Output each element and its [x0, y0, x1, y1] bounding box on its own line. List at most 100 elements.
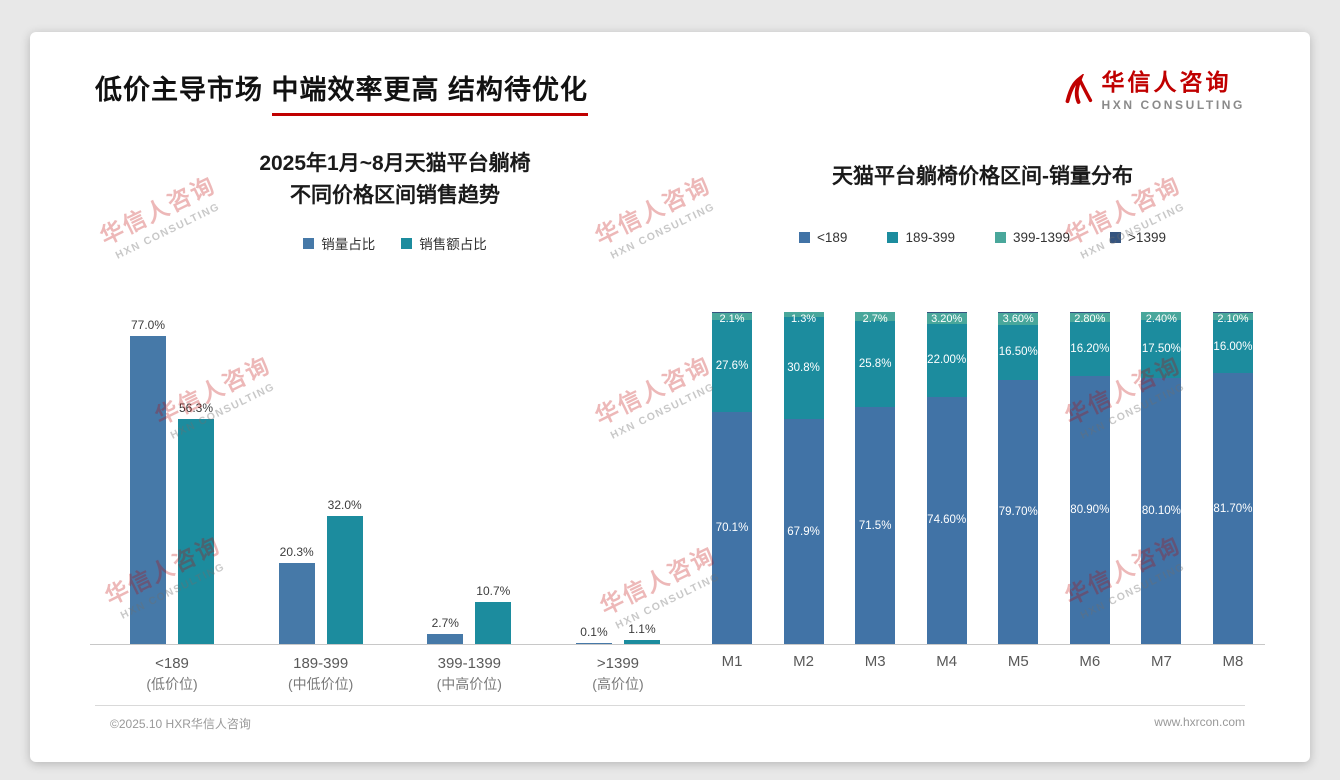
legend-swatch-icon: [994, 232, 1006, 244]
legend-item: <189: [799, 230, 847, 245]
x-axis-category: M5: [1007, 653, 1029, 671]
bar-segment: 79.70%: [998, 379, 1039, 645]
bar-segment: [926, 313, 967, 324]
bar-with-label: 2.7%: [427, 616, 464, 645]
bar-value-label: 10.7%: [476, 583, 511, 598]
title-part1: 低价主导市场: [95, 75, 272, 105]
segment-value-label: 30.8%: [787, 361, 820, 374]
bar: [475, 601, 512, 645]
logo-mark-icon: [1066, 74, 1093, 105]
segment-value-label: 16.20%: [1070, 342, 1110, 355]
bar-with-label: 32.0%: [326, 498, 363, 645]
legend-label: 189-399: [905, 230, 955, 246]
bar: [278, 563, 315, 645]
bar-segment: [926, 312, 967, 313]
legend-label: <189: [817, 230, 848, 246]
bar: [130, 336, 166, 645]
bar-segment: 16.20%: [1069, 321, 1110, 376]
footer-copyright: ©2025.10 HXR华信人咨询: [110, 717, 251, 731]
legend-swatch-icon: [799, 232, 811, 244]
segment-value-label-top: 2.40%: [1145, 313, 1177, 326]
slide: 华信人咨询 HXN CONSULTING 华信人咨询 HXN CONSULTING 华信…: [30, 32, 1310, 762]
left-chart-title: 2025年1月~8月天猫平台躺椅 不同价格区间销售趋势: [259, 152, 531, 207]
bar-segment: 74.60%: [926, 396, 967, 645]
stacked-bar: 16.00% 81.70% 2.10%: [1212, 312, 1253, 645]
segment-value-label: 16.50%: [998, 346, 1038, 359]
segment-value-label-top: 2.80%: [1074, 313, 1106, 326]
right-chart-plot: 27.6% 70.1% 2.1% 30.8% 67.9% 1.3% 25.8% 71.5% 2.…: [700, 312, 1265, 670]
legend-label: 销售额占比: [419, 237, 487, 253]
bar-segment: 16.00%: [1212, 319, 1253, 374]
bar-segment: [783, 312, 824, 317]
x-axis-category: M7: [1150, 653, 1172, 671]
x-axis-category: M6: [1079, 653, 1101, 671]
logo-text-en: HXN CONSULTING: [1101, 98, 1245, 113]
x-axis-category: M4: [936, 653, 958, 671]
segment-value-label-top: 3.20%: [931, 313, 963, 326]
segment-value-label-top: 2.1%: [719, 313, 745, 326]
charts-row: 2025年1月~8月天猫平台躺椅 不同价格区间销售趋势 销量占比 销售额占比 77.…: [30, 112, 1310, 693]
bar: [326, 516, 363, 645]
legend-label: 销量占比: [321, 237, 376, 253]
logo-text: 华信人咨询 HXN CONSULTING: [1101, 69, 1245, 113]
segment-value-label: 17.50%: [1141, 343, 1181, 356]
x-axis-category: >1399 (高价位): [592, 655, 644, 692]
right-chart-bars: 27.6% 70.1% 2.1% 30.8% 67.9% 1.3% 25.8% 71.5% 2.…: [700, 312, 1265, 646]
bar-segment: 67.9%: [783, 418, 824, 645]
segment-value-label-top: 1.3%: [791, 313, 817, 326]
slide-header: 低价主导市场 中端效率更高 结构待优化 华信人咨询 HXN CONSULTING: [30, 32, 1310, 116]
legend-item: 189-399: [887, 230, 955, 245]
bar-with-label: 1.1%: [623, 621, 660, 645]
bar-with-label: 56.3%: [178, 401, 214, 645]
bar-segment: [1212, 312, 1253, 313]
x-axis-category: <189 (低价位): [146, 655, 198, 692]
footer-divider: [95, 705, 1245, 706]
bar-value-label: 56.3%: [178, 401, 214, 416]
legend-item: >1399: [1110, 230, 1166, 245]
bar-with-label: 77.0%: [130, 318, 166, 645]
stacked-bar: 22.00% 74.60% 3.20%: [926, 312, 967, 645]
right-chart-x-axis: M1 M2 M3 M4 M5 M6 M7 M8: [700, 653, 1265, 670]
bar-value-label: 77.0%: [130, 318, 166, 333]
bar-segment: 80.90%: [1069, 375, 1110, 645]
page-title: 低价主导市场 中端效率更高 结构待优化: [95, 74, 589, 116]
legend-label: >1399: [1128, 230, 1166, 246]
segment-value-label: 71.5%: [858, 519, 892, 532]
bar-value-label: 1.1%: [628, 621, 656, 636]
bar-value-label: 20.3%: [279, 545, 314, 560]
legend-swatch-icon: [1110, 232, 1122, 244]
left-chart-bars: 77.0% 56.3% 20.3% 32.0% 2.7% 10.7% 0.1% 1.1%: [90, 267, 700, 646]
stacked-bar: 16.50% 79.70% 3.60%: [998, 312, 1039, 645]
stacked-bar: 30.8% 67.9% 1.3%: [783, 312, 824, 645]
bar: [178, 419, 214, 645]
slide-footer: ©2025.10 HXR华信人咨询 www.hxrcon.com: [95, 705, 1245, 732]
bar: [575, 643, 612, 645]
x-axis-category: 189-399 (中低价位): [287, 655, 354, 692]
legend-item: 销售额占比: [401, 233, 487, 253]
company-logo: 华信人咨询 HXN CONSULTING: [1059, 69, 1245, 113]
x-axis-category: M3: [864, 653, 886, 671]
bar-segment: [1141, 312, 1182, 321]
x-axis-category: M2: [793, 653, 814, 671]
right-chart-legend: <189 189-399 399-1399 >1399: [700, 230, 1265, 245]
segment-value-label: 80.10%: [1141, 505, 1181, 518]
legend-item: 销量占比: [303, 233, 375, 253]
bar-group: 20.3% 32.0%: [278, 498, 363, 645]
stacked-bar: 27.6% 70.1% 2.1%: [712, 312, 752, 645]
logo-text-cn: 华信人咨询: [1101, 69, 1232, 95]
segment-value-label: 81.70%: [1213, 502, 1253, 515]
title-part2-underlined: 中端效率更高 结构待优化: [271, 75, 589, 116]
bar-segment: [998, 312, 1039, 313]
bar-segment: 27.6%: [712, 319, 752, 412]
legend-swatch-icon: [303, 237, 315, 249]
x-axis-category: 399-1399 (中高价位): [436, 655, 502, 692]
bar-segment: [855, 312, 896, 322]
legend-swatch-icon: [887, 232, 899, 244]
segment-value-label: 80.90%: [1070, 504, 1110, 516]
bar-segment: 71.5%: [855, 406, 896, 645]
bar-segment: 80.10%: [1141, 378, 1182, 645]
footer-website[interactable]: www.hxrcon.com: [1154, 715, 1245, 729]
legend-label: 399-1399: [1012, 230, 1071, 246]
bar-segment: 30.8%: [783, 316, 824, 419]
stacked-bar-chart: 天猫平台躺椅价格区间-销量分布 <189 189-399 399-1399 >1399…: [700, 112, 1265, 670]
